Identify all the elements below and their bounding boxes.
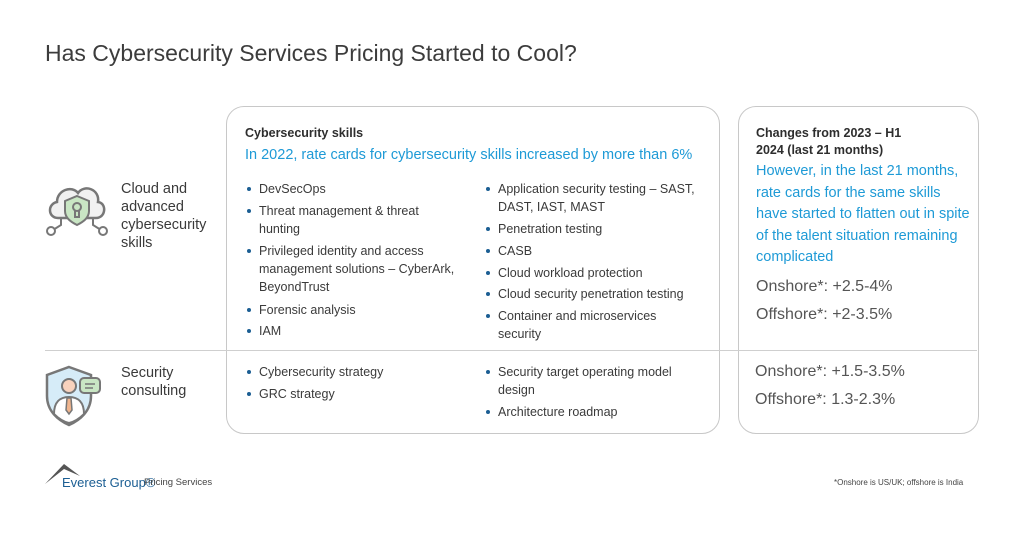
list-item: DevSecOps [246, 180, 479, 198]
list-item: Cybersecurity strategy [246, 363, 479, 381]
list-item: Cloud workload protection [485, 264, 723, 282]
logo-text: Everest Group® [62, 475, 156, 490]
list-item: CASB [485, 242, 723, 260]
list-item: Cloud security penetration testing [485, 285, 723, 303]
mountain-logo-icon [45, 464, 80, 484]
offshore-rate-consulting: Offshore*: 1.3-2.3% [755, 391, 896, 408]
list-item: Threat management & threat hunting [246, 202, 459, 238]
skills-heading: Cybersecurity skills [245, 126, 364, 140]
consultant-shield-icon [45, 365, 101, 427]
list-item: Penetration testing [485, 220, 723, 238]
row-divider [45, 350, 977, 351]
row-label-cloud: Cloud and advanced cybersecurity skills [121, 181, 207, 251]
list-item: Application security testing – SAST, DAS… [485, 180, 723, 216]
onshore-rate-cloud: Onshore*: +2.5-4% [756, 278, 893, 295]
list-item: GRC strategy [246, 385, 479, 403]
list-item: Container and microservices security [485, 307, 688, 343]
skills-summary: In 2022, rate cards for cybersecurity sk… [245, 147, 693, 163]
service-label: Pricing Services [144, 477, 213, 488]
list-item: Privileged identity and access managemen… [246, 242, 474, 296]
changes-heading: Changes from 2023 – H1 2024 (last 21 mon… [756, 126, 902, 157]
row-label-consulting: Security consulting [121, 365, 187, 399]
changes-summary: However, in the last 21 months, rate car… [756, 163, 970, 266]
list-item: IAM [246, 322, 479, 340]
onshore-rate-consulting: Onshore*: +1.5-3.5% [755, 363, 905, 380]
page-title: Has Cybersecurity Services Pricing Start… [45, 40, 577, 66]
skills-panel [226, 106, 720, 434]
cloud-shield-lock-icon [46, 187, 108, 236]
list-item: Security target operating model design [485, 363, 708, 399]
footnote: *Onshore is US/UK; offshore is India [834, 478, 964, 487]
changes-panel [738, 106, 979, 434]
offshore-rate-cloud: Offshore*: +2-3.5% [756, 306, 893, 323]
list-item: Architecture roadmap [485, 403, 723, 421]
list-item: Forensic analysis [246, 301, 479, 319]
